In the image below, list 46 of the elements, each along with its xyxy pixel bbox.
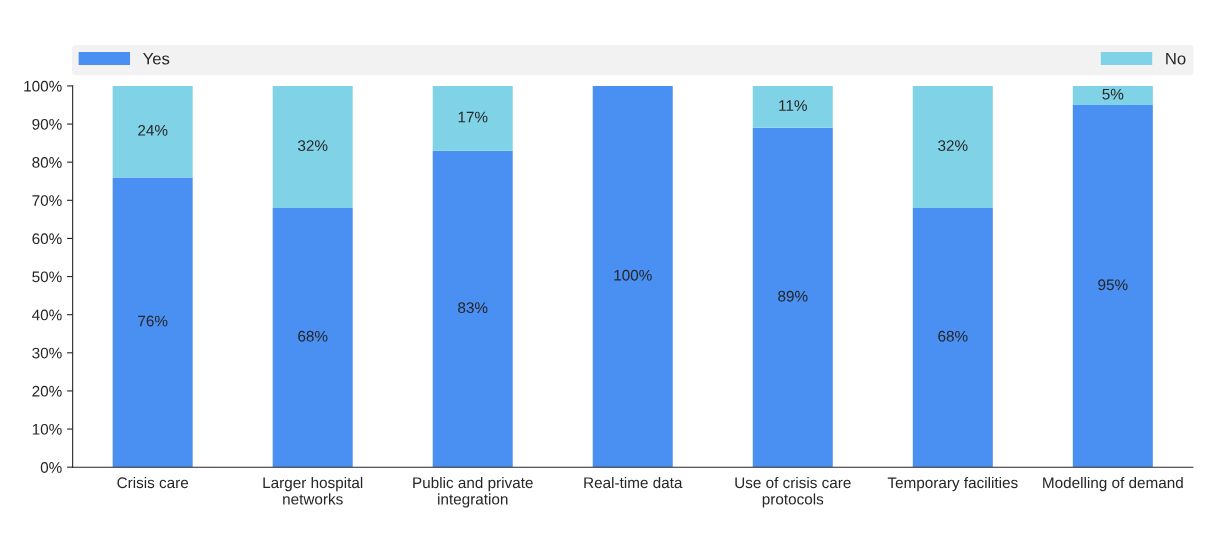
data-label: 100%	[614, 269, 652, 281]
x-tick-label: Use of crisis care protocols	[735, 476, 851, 508]
x-tick-label: Public and private integration	[413, 476, 533, 508]
y-tick-label: 40%	[32, 309, 62, 321]
data-label: 89%	[778, 290, 808, 302]
bar	[752, 85, 833, 128]
data-label: 5%	[1102, 88, 1124, 100]
bar	[112, 85, 193, 178]
y-tick-label: 0%	[40, 462, 62, 473]
bar	[112, 177, 193, 468]
y-tick-label: 30%	[32, 347, 62, 359]
data-label: 11%	[779, 100, 807, 111]
data-label: 68%	[298, 330, 328, 342]
data-label: 95%	[1098, 279, 1128, 291]
data-label: 68%	[938, 330, 968, 342]
x-tick-label: Crisis care	[117, 476, 189, 489]
y-tick-label: 100%	[24, 80, 62, 92]
x-tick-label: Temporary facilities	[887, 476, 1018, 492]
y-tick-label: 60%	[32, 233, 62, 245]
bar	[912, 85, 993, 208]
bar	[592, 85, 673, 468]
data-label: 17%	[458, 111, 488, 123]
y-tick-label: 80%	[32, 157, 62, 168]
y-tick-label: 90%	[32, 118, 62, 130]
data-label: 83%	[458, 302, 488, 314]
x-tick-label: Larger hospital networks	[263, 476, 363, 505]
legend-label: No	[1166, 52, 1186, 65]
bar	[272, 85, 353, 208]
y-tick-label: 10%	[32, 423, 62, 435]
x-tick-label: Real-time data	[584, 476, 683, 489]
bar	[1072, 104, 1153, 468]
data-label: 24%	[138, 124, 168, 136]
data-label: 32%	[297, 140, 328, 152]
x-tick-label: Modelling of demand	[1043, 476, 1183, 492]
data-label: 76%	[138, 315, 168, 327]
bar	[752, 127, 833, 468]
bar	[912, 207, 993, 468]
bar	[432, 150, 513, 468]
data-label: 32%	[938, 140, 968, 152]
bar	[1072, 85, 1153, 105]
bar	[432, 85, 513, 151]
legend-label: Yes	[143, 52, 170, 65]
y-tick-label: 20%	[32, 385, 62, 397]
y-tick-label: 70%	[32, 195, 62, 206]
bar	[272, 207, 353, 468]
y-tick-label: 50%	[32, 271, 62, 283]
